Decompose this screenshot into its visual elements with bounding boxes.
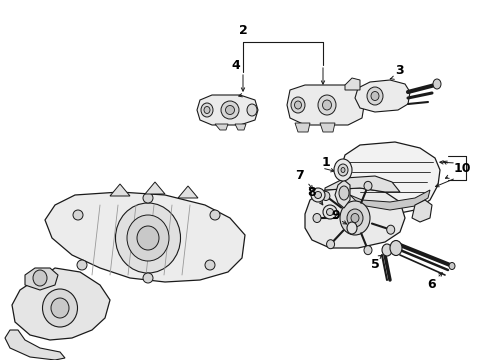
Ellipse shape xyxy=(347,209,363,227)
Text: 3: 3 xyxy=(396,63,404,77)
Ellipse shape xyxy=(364,246,372,255)
Ellipse shape xyxy=(390,240,402,256)
Text: 2: 2 xyxy=(239,23,247,36)
Polygon shape xyxy=(325,176,400,192)
Ellipse shape xyxy=(137,226,159,250)
Ellipse shape xyxy=(338,164,348,176)
Ellipse shape xyxy=(367,87,383,105)
Polygon shape xyxy=(412,200,432,222)
Ellipse shape xyxy=(382,244,392,256)
Text: 4: 4 xyxy=(232,59,241,72)
Ellipse shape xyxy=(334,159,352,181)
Polygon shape xyxy=(110,184,130,196)
Polygon shape xyxy=(12,268,110,340)
Ellipse shape xyxy=(221,101,239,119)
Ellipse shape xyxy=(326,240,335,249)
Ellipse shape xyxy=(433,79,441,89)
Polygon shape xyxy=(350,190,430,210)
Polygon shape xyxy=(5,330,65,360)
Text: 1: 1 xyxy=(321,156,330,168)
Ellipse shape xyxy=(347,222,357,234)
Ellipse shape xyxy=(341,167,345,172)
Ellipse shape xyxy=(225,105,235,114)
Ellipse shape xyxy=(322,100,332,110)
Polygon shape xyxy=(197,95,258,125)
Polygon shape xyxy=(145,182,165,194)
Ellipse shape xyxy=(143,273,153,283)
Ellipse shape xyxy=(127,215,169,261)
Polygon shape xyxy=(45,192,245,282)
Ellipse shape xyxy=(294,101,301,109)
Ellipse shape xyxy=(73,210,83,220)
Ellipse shape xyxy=(291,97,305,113)
Text: 9: 9 xyxy=(332,208,341,221)
Ellipse shape xyxy=(201,103,213,117)
Polygon shape xyxy=(235,124,246,130)
Ellipse shape xyxy=(311,188,325,202)
Ellipse shape xyxy=(210,210,220,220)
Ellipse shape xyxy=(204,107,210,113)
Ellipse shape xyxy=(364,181,372,190)
Ellipse shape xyxy=(322,192,330,201)
Polygon shape xyxy=(355,80,410,112)
Ellipse shape xyxy=(116,203,180,273)
Ellipse shape xyxy=(387,225,395,234)
Polygon shape xyxy=(178,186,198,198)
Ellipse shape xyxy=(340,201,370,235)
Polygon shape xyxy=(335,180,350,208)
Polygon shape xyxy=(287,85,365,125)
Text: 6: 6 xyxy=(428,279,436,292)
Polygon shape xyxy=(320,123,335,132)
Polygon shape xyxy=(345,78,360,90)
Ellipse shape xyxy=(205,260,215,270)
Text: 7: 7 xyxy=(295,168,304,181)
Ellipse shape xyxy=(33,270,47,286)
Ellipse shape xyxy=(247,104,257,116)
Ellipse shape xyxy=(143,193,153,203)
Polygon shape xyxy=(295,123,310,132)
Polygon shape xyxy=(305,188,405,248)
Polygon shape xyxy=(215,124,228,130)
Ellipse shape xyxy=(339,186,349,200)
Ellipse shape xyxy=(323,205,337,219)
Ellipse shape xyxy=(313,213,321,222)
Ellipse shape xyxy=(318,95,336,115)
Text: 5: 5 xyxy=(370,258,379,271)
Ellipse shape xyxy=(371,91,379,100)
Polygon shape xyxy=(340,142,440,215)
Ellipse shape xyxy=(326,208,334,216)
Polygon shape xyxy=(25,268,58,290)
Text: 8: 8 xyxy=(308,185,317,198)
Ellipse shape xyxy=(77,260,87,270)
Ellipse shape xyxy=(449,262,455,270)
Ellipse shape xyxy=(315,192,321,198)
Text: 10: 10 xyxy=(453,162,471,175)
Ellipse shape xyxy=(43,289,77,327)
Ellipse shape xyxy=(51,298,69,318)
Ellipse shape xyxy=(351,213,359,222)
